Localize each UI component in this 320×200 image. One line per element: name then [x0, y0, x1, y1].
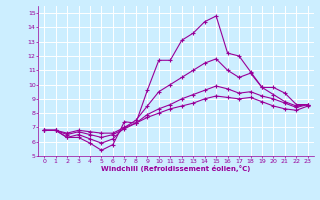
- X-axis label: Windchill (Refroidissement éolien,°C): Windchill (Refroidissement éolien,°C): [101, 165, 251, 172]
